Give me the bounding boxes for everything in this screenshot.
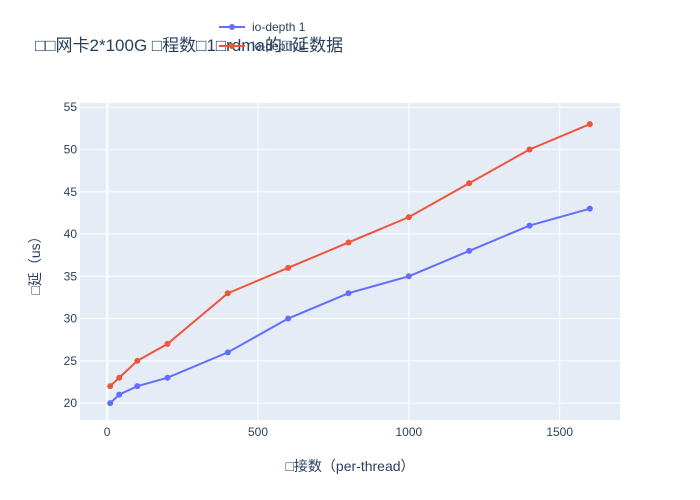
legend-label: io-depth 2 (252, 39, 306, 53)
data-point[interactable] (345, 290, 352, 297)
data-point[interactable] (224, 290, 231, 297)
data-point[interactable] (586, 205, 593, 212)
data-point[interactable] (134, 357, 141, 364)
data-point[interactable] (345, 239, 352, 246)
x-axis-title: □接数（per-thread） (285, 458, 414, 474)
data-point[interactable] (405, 214, 412, 221)
data-point[interactable] (586, 121, 593, 128)
x-tick-label: 1500 (546, 425, 573, 439)
data-point[interactable] (107, 400, 114, 407)
y-tick-label: 25 (64, 354, 78, 368)
y-tick-label: 50 (64, 142, 78, 156)
y-axis-title: □延（us） (27, 229, 43, 294)
y-axis-ticks: 20 25 30 35 40 45 50 55 (64, 100, 78, 410)
plot-area (80, 103, 620, 420)
y-tick-label: 35 (64, 269, 78, 283)
x-axis-ticks: 0 500 1000 1500 (104, 425, 574, 439)
data-point[interactable] (116, 374, 123, 381)
legend-swatch-marker (229, 43, 235, 49)
y-tick-label: 55 (64, 100, 78, 114)
series-layer (107, 121, 593, 407)
legend-item-io-depth-1[interactable]: io-depth 1 (219, 20, 306, 34)
y-tick-label: 40 (64, 227, 78, 241)
x-tick-label: 500 (248, 425, 268, 439)
y-tick-label: 20 (64, 396, 78, 410)
x-tick-label: 0 (104, 425, 111, 439)
data-point[interactable] (134, 383, 141, 390)
data-point[interactable] (466, 180, 473, 187)
data-point[interactable] (224, 349, 231, 356)
data-point[interactable] (116, 391, 123, 398)
legend[interactable]: io-depth 1 io-depth 2 (219, 20, 306, 53)
series-2 (107, 121, 593, 390)
data-point[interactable] (526, 222, 533, 229)
data-point[interactable] (285, 264, 292, 271)
data-point[interactable] (164, 374, 171, 381)
data-point[interactable] (285, 315, 292, 322)
y-tick-label: 30 (64, 312, 78, 326)
data-point[interactable] (466, 247, 473, 254)
legend-item-io-depth-2[interactable]: io-depth 2 (219, 39, 306, 53)
data-point[interactable] (405, 273, 412, 280)
grid (80, 103, 620, 420)
legend-label: io-depth 1 (252, 20, 306, 34)
y-tick-label: 45 (64, 185, 78, 199)
data-point[interactable] (107, 383, 114, 390)
series-1 (107, 205, 593, 407)
chart-title: □□网卡2*100G □程数□1□rdma的□延数据 (35, 36, 343, 55)
data-point[interactable] (526, 146, 533, 153)
data-point[interactable] (164, 340, 171, 347)
legend-swatch-marker (229, 24, 235, 30)
x-tick-label: 1000 (395, 425, 422, 439)
